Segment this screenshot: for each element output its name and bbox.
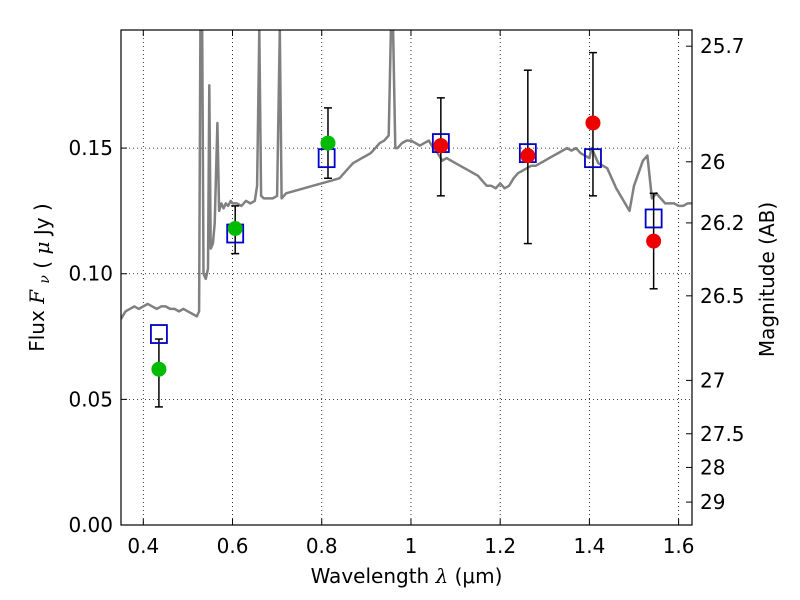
x-tick-label-3: 1 xyxy=(405,534,418,558)
y-axis-label-unit-open: ( xyxy=(30,261,54,269)
observed-point-6 xyxy=(646,233,662,249)
y-axis-label-text: Flux xyxy=(25,310,49,352)
x-tick-label-1: 0.6 xyxy=(217,534,249,558)
y-tick-label-0: 0.00 xyxy=(68,513,113,537)
y2-tick-label-0: 25.7 xyxy=(700,34,745,58)
spectrum-layer xyxy=(121,30,692,320)
x-tick-label-2: 0.8 xyxy=(306,534,338,558)
y2-tick-label-4: 27 xyxy=(700,368,725,392)
x-axis-label: Wavelength λ (μm) xyxy=(311,564,503,588)
y2-axis-label: Magnitude (AB) xyxy=(755,202,779,357)
x-tick-label-5: 1.4 xyxy=(573,534,605,558)
y-tick-label-3: 0.15 xyxy=(68,136,113,160)
observed-point-4 xyxy=(520,148,536,164)
plot-frame xyxy=(120,29,693,526)
y-tick-label-1: 0.05 xyxy=(68,387,113,411)
y-axis-label-unit-symbol: μ xyxy=(30,242,54,255)
x-tick-label-4: 1.2 xyxy=(484,534,516,558)
observed-point-3 xyxy=(433,138,449,154)
y2-tick-label-3: 26.5 xyxy=(700,284,745,308)
axis-ticks: 0.4 0.6 0.8 1 1.2 1.4 1.6 0.00 0.05 0.10 0.15 25.7 2… xyxy=(68,30,745,558)
observed-point-1 xyxy=(227,221,243,237)
model-square-5 xyxy=(584,148,602,169)
spectrum-line xyxy=(121,30,692,320)
x-axis-label-unit: (μm) xyxy=(455,564,503,588)
y2-tick-label-2: 26.2 xyxy=(700,211,745,235)
model-square-6 xyxy=(644,208,663,229)
y-axis-label: Flux F ν ( μ Jy ) xyxy=(25,203,54,352)
x-axis-label-symbol: λ xyxy=(435,564,449,588)
grid-lines xyxy=(121,30,692,526)
y-axis-label-subscript: ν xyxy=(37,275,53,284)
observed-point-5 xyxy=(585,115,601,131)
model-point-layer xyxy=(150,133,663,344)
x-axis-label-text: Wavelength xyxy=(311,564,430,588)
model-square-2 xyxy=(317,148,336,169)
observed-point-2 xyxy=(320,135,336,151)
y-axis-label-symbol: F xyxy=(25,289,49,305)
observed-point-layer xyxy=(151,115,662,377)
y2-tick-label-5: 27.5 xyxy=(700,422,745,446)
observed-point-0 xyxy=(151,361,167,377)
y-tick-label-2: 0.10 xyxy=(68,262,113,286)
x-tick-label-6: 1.6 xyxy=(663,534,695,558)
x-tick-label-0: 0.4 xyxy=(127,534,159,558)
y2-tick-label-6: 28 xyxy=(700,455,725,479)
y-axis-label-unit-rest: Jy ) xyxy=(30,203,54,237)
y2-tick-label-7: 29 xyxy=(700,490,725,514)
model-square-0 xyxy=(150,324,168,344)
y2-tick-label-1: 26 xyxy=(700,150,725,174)
